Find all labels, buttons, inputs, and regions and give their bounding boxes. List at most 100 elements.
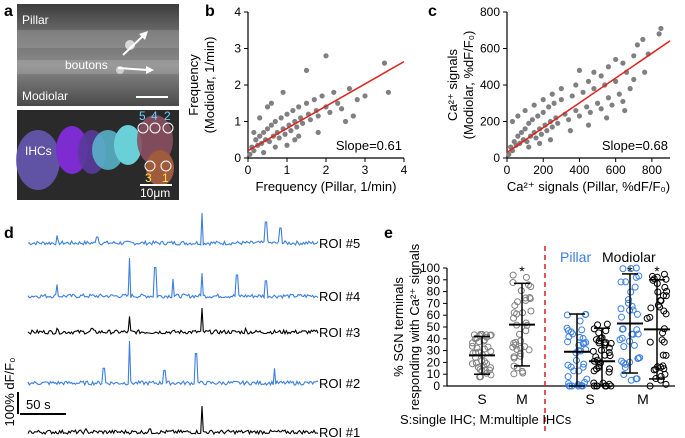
data-point bbox=[480, 337, 488, 345]
y-axis-label-line: Frequency bbox=[186, 54, 201, 116]
data-point bbox=[606, 352, 614, 360]
x-tick-label: 400 bbox=[569, 163, 589, 177]
data-point bbox=[622, 278, 630, 286]
data-point bbox=[662, 292, 670, 300]
significance-star: * bbox=[627, 263, 633, 279]
y-tick-label: 40 bbox=[427, 332, 441, 346]
scatter-point bbox=[555, 120, 561, 126]
y-axis-label: Frequency(Modiolar, 1/min) bbox=[186, 37, 217, 134]
data-point bbox=[657, 363, 665, 371]
x-axis-label: S:single IHC; M:multiple IHCs bbox=[400, 412, 572, 427]
scatter-point bbox=[591, 86, 597, 92]
ihcs-image-label: IHCs bbox=[25, 144, 52, 158]
scatter-point bbox=[278, 115, 284, 121]
scatter-point bbox=[551, 100, 557, 106]
roi-label: ROI #3 bbox=[319, 325, 360, 340]
roi-number-1: 1 bbox=[162, 171, 169, 185]
data-point bbox=[592, 353, 600, 361]
fit-line bbox=[247, 60, 405, 152]
scatter-point bbox=[585, 78, 592, 84]
scatter-point bbox=[315, 129, 321, 136]
data-point bbox=[625, 296, 633, 304]
scatter-point bbox=[362, 93, 368, 99]
data-point bbox=[522, 273, 530, 281]
scatter-point bbox=[540, 97, 546, 103]
data-point bbox=[647, 304, 655, 312]
y-axis-label-line: (Modiolar, 1/min) bbox=[202, 37, 217, 134]
data-point bbox=[646, 338, 654, 346]
scatter-point bbox=[339, 106, 345, 112]
data-point bbox=[617, 305, 625, 313]
x-tick-label: 0 bbox=[245, 163, 252, 177]
scatter-point bbox=[268, 100, 274, 106]
bouton-arrow-head-1 bbox=[139, 31, 148, 40]
data-point bbox=[594, 321, 602, 329]
group-label: S bbox=[585, 391, 594, 407]
data-point bbox=[628, 330, 636, 338]
trace-roi4 bbox=[27, 257, 319, 300]
scatter-point bbox=[261, 149, 267, 156]
scatter-point bbox=[509, 118, 516, 125]
scatter-point bbox=[576, 67, 583, 73]
y-axis-label-line: % SGN terminals bbox=[391, 277, 406, 377]
scatter-point bbox=[264, 126, 271, 132]
scatter-point bbox=[331, 89, 337, 95]
scatter-point bbox=[303, 100, 310, 106]
y-tick-label: 400 bbox=[480, 78, 500, 92]
y-tick-label: 100 bbox=[420, 261, 440, 275]
scatter-point bbox=[522, 107, 528, 114]
scatter-point bbox=[656, 31, 662, 37]
group-label: M bbox=[516, 391, 528, 407]
data-point bbox=[522, 327, 530, 335]
modiolar-image-label: Modiolar bbox=[22, 89, 68, 103]
scatter-point bbox=[591, 69, 597, 75]
data-point bbox=[525, 346, 533, 354]
data-point bbox=[563, 311, 571, 319]
data-point bbox=[565, 379, 573, 387]
scatter-point bbox=[385, 89, 391, 95]
y-axis-label-line: Ca²⁺ signals bbox=[445, 49, 460, 121]
scatter-point bbox=[558, 97, 564, 103]
y-tick-label: 2 bbox=[234, 78, 241, 92]
data-point bbox=[646, 382, 654, 390]
scatter-point bbox=[276, 135, 282, 141]
panel-b-label: b bbox=[205, 3, 215, 20]
group-label: M bbox=[637, 391, 649, 407]
y-tick-label: 800 bbox=[480, 5, 500, 19]
scatter-point bbox=[598, 106, 604, 112]
data-point bbox=[510, 314, 518, 322]
data-point bbox=[654, 288, 662, 296]
roi-label: ROI #2 bbox=[319, 376, 360, 391]
data-point bbox=[564, 338, 572, 346]
data-point bbox=[627, 265, 635, 273]
y-axis-label-line: (Modiolar, %dF/F₀) bbox=[461, 31, 476, 140]
scatter-point bbox=[535, 113, 541, 119]
scatter-point bbox=[587, 109, 593, 115]
data-point bbox=[576, 317, 584, 325]
data-point bbox=[579, 340, 587, 348]
data-point bbox=[620, 343, 628, 351]
scatter-point bbox=[605, 95, 612, 101]
data-point bbox=[575, 367, 583, 375]
data-point bbox=[575, 347, 583, 355]
x-tick-label: 600 bbox=[606, 163, 626, 177]
data-point bbox=[661, 283, 669, 291]
legend-modiolar: Modiolar bbox=[602, 249, 656, 265]
data-point bbox=[617, 278, 625, 286]
scatter-point bbox=[272, 118, 278, 125]
legend-pillar: Pillar bbox=[560, 249, 591, 265]
data-point bbox=[563, 324, 571, 332]
bouton-arrow-head-2 bbox=[146, 66, 154, 74]
scatter-point bbox=[253, 137, 259, 143]
data-point bbox=[517, 337, 525, 345]
scatter-point bbox=[342, 118, 349, 125]
data-point bbox=[468, 360, 476, 368]
scatter-point bbox=[284, 142, 290, 148]
data-point bbox=[630, 341, 638, 349]
roi-number-3: 3 bbox=[145, 171, 152, 185]
chart-c: 0 200 400 600 800 0 200 400 600 800 Slope=0.68 Ca²⁺… bbox=[445, 5, 671, 194]
x-tick-label: 200 bbox=[533, 163, 553, 177]
horizontal-scale-label: 50 s bbox=[26, 397, 51, 412]
